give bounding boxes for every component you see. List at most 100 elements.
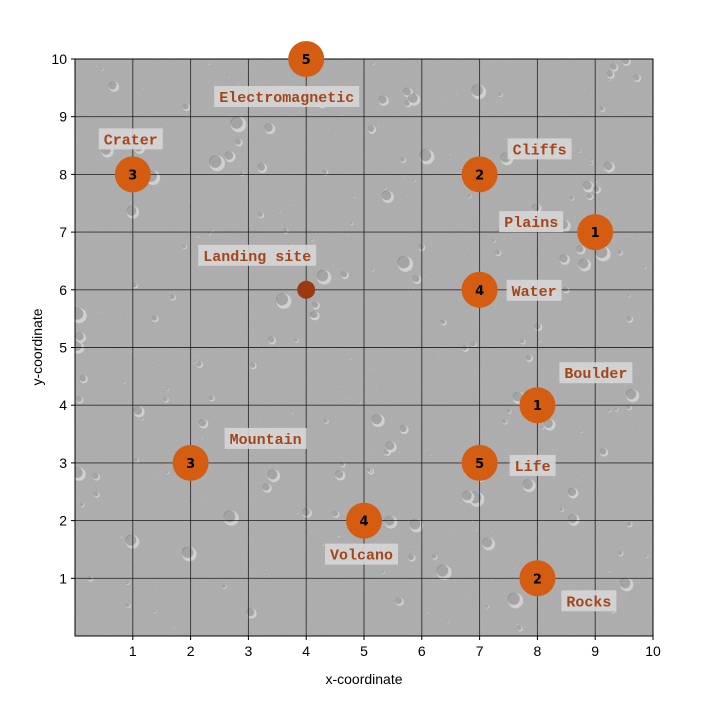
crater-pit bbox=[313, 422, 316, 424]
crater-rim bbox=[196, 361, 203, 368]
crater-rim bbox=[534, 450, 537, 453]
crater-pit bbox=[119, 535, 122, 538]
site-label: Boulder bbox=[559, 362, 633, 384]
y-tick-label: 6 bbox=[59, 282, 67, 298]
crater-pit bbox=[169, 294, 175, 300]
crater-pit bbox=[249, 362, 256, 368]
crater-rim bbox=[119, 535, 123, 538]
crater-pit bbox=[142, 86, 144, 89]
crater-pit bbox=[182, 103, 189, 110]
crater-rim bbox=[371, 268, 375, 272]
site-marker bbox=[346, 502, 382, 539]
crater-pit bbox=[126, 205, 137, 216]
crater-pit bbox=[399, 425, 407, 433]
crater-rim bbox=[172, 625, 175, 628]
crater-rim bbox=[375, 387, 377, 390]
crater-rim bbox=[476, 572, 479, 575]
crater-rim bbox=[75, 467, 86, 481]
crater-rim bbox=[413, 179, 416, 182]
crater-pit bbox=[520, 339, 525, 344]
crater-rim bbox=[246, 125, 248, 127]
crater-rim bbox=[512, 566, 516, 569]
crater-pit bbox=[533, 450, 536, 453]
crater-rim bbox=[288, 290, 290, 293]
crater-pit bbox=[288, 290, 290, 293]
site-label-background bbox=[507, 138, 572, 160]
crater-pit bbox=[610, 63, 617, 70]
crater-pit bbox=[331, 257, 333, 259]
crater-pit bbox=[310, 311, 318, 319]
crater-pit bbox=[625, 389, 637, 400]
crater-rim bbox=[423, 275, 425, 278]
crater-pit bbox=[294, 338, 298, 342]
site-label-background bbox=[561, 590, 617, 612]
crater-rim bbox=[636, 236, 640, 239]
crater-pit bbox=[321, 296, 323, 298]
crater-pit bbox=[222, 584, 226, 589]
crater-pit bbox=[195, 587, 197, 589]
crater-rim bbox=[587, 193, 594, 201]
crater-pit bbox=[168, 610, 171, 612]
crater-rim bbox=[381, 190, 394, 203]
crater-rim bbox=[187, 199, 190, 202]
crater-rim bbox=[395, 597, 404, 606]
crater-pit bbox=[310, 238, 314, 241]
crater-pit bbox=[606, 70, 613, 78]
crater-rim bbox=[492, 239, 496, 243]
site-label: Mountain bbox=[224, 427, 307, 449]
crater-rim bbox=[129, 350, 132, 353]
crater-pit bbox=[626, 316, 632, 322]
crater-rim bbox=[589, 93, 591, 96]
x-tick-label: 3 bbox=[245, 643, 253, 659]
y-tick-label: 1 bbox=[59, 570, 67, 586]
crater-rim bbox=[419, 149, 435, 165]
crater-rim bbox=[408, 554, 416, 562]
crater-pit bbox=[315, 531, 317, 534]
crater-pit bbox=[225, 478, 227, 480]
crater-pit bbox=[474, 528, 477, 531]
crater-rim bbox=[125, 317, 128, 320]
site-label-background bbox=[509, 454, 556, 476]
crater-pit bbox=[366, 467, 371, 472]
crater-pit bbox=[200, 436, 203, 439]
crater-pit bbox=[308, 574, 310, 576]
crater-rim bbox=[333, 132, 336, 135]
site-marker-value: 4 bbox=[475, 284, 484, 299]
crater-rim bbox=[209, 155, 225, 172]
crater-pit bbox=[195, 235, 199, 238]
crater-rim bbox=[543, 419, 556, 431]
crater-pit bbox=[381, 570, 385, 574]
crater-pit bbox=[409, 518, 421, 530]
crater-pit bbox=[489, 530, 492, 532]
crater-rim bbox=[170, 294, 177, 301]
crater-rim bbox=[332, 510, 340, 518]
site-label-text: Plains bbox=[504, 215, 558, 232]
crater-pit bbox=[582, 180, 592, 190]
crater-pit bbox=[400, 157, 405, 162]
crater-rim bbox=[154, 585, 156, 587]
crater-rim bbox=[96, 311, 99, 314]
crater-rim bbox=[323, 419, 329, 425]
crater-rim bbox=[403, 386, 405, 389]
crater-pit bbox=[151, 315, 157, 321]
crater-pit bbox=[311, 301, 319, 308]
site-label-background bbox=[98, 128, 163, 150]
crater-pit bbox=[502, 237, 505, 240]
crater-rim bbox=[222, 584, 227, 590]
crater-rim bbox=[132, 283, 139, 289]
crater-rim bbox=[415, 356, 418, 359]
crater-pit bbox=[411, 287, 414, 290]
crater-pit bbox=[448, 152, 451, 155]
crater-pit bbox=[643, 261, 645, 263]
crater-rim bbox=[210, 459, 212, 462]
crater-pit bbox=[340, 384, 342, 387]
crater-pit bbox=[198, 418, 207, 427]
crater-rim bbox=[349, 222, 354, 226]
crater-pit bbox=[172, 625, 175, 628]
crater-pit bbox=[540, 425, 544, 429]
crater-rim bbox=[87, 576, 94, 582]
site-label: Electromagnetic bbox=[214, 86, 360, 107]
crater-pit bbox=[331, 263, 334, 266]
crater-rim bbox=[198, 419, 209, 429]
crater-rim bbox=[359, 324, 361, 326]
